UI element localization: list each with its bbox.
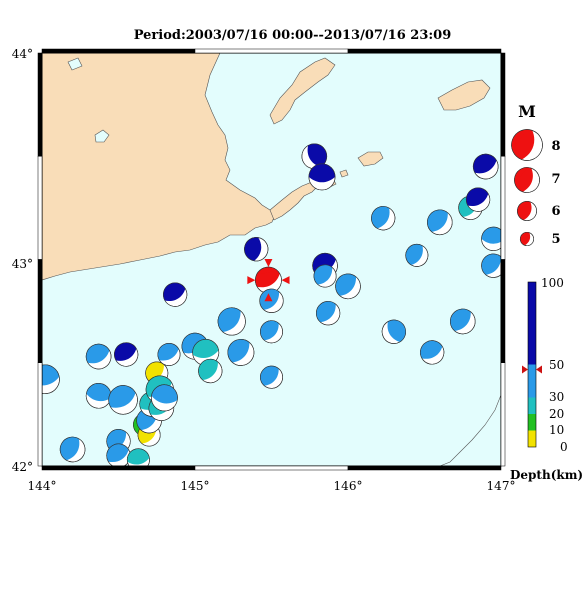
x-tick-145: 145° [181,479,210,493]
target-event-beachball [255,266,282,294]
magnitude-label-5: 5 [551,232,560,247]
lake-1 [94,129,110,143]
depth-tick-100: 100 [541,276,564,290]
depth-band [528,364,536,398]
map-title: Period:2003/07/16 00:00--2013/07/16 23:0… [133,28,452,43]
depth-legend: 100 50 30 20 10 0 Depth(km) [510,276,583,482]
event-beachball [42,364,60,394]
magnitude-label-8: 8 [551,139,560,154]
target-marker-icon [264,259,273,268]
event-beachball [260,365,283,389]
event-beachball [420,340,445,365]
depth-bar-frame [527,281,537,448]
y-tick-43: 43° [12,257,33,271]
event-beachball [106,443,131,466]
event-beachball [316,301,341,326]
depth-legend-title: Depth(km) [510,468,583,482]
depth-band [528,282,536,365]
magnitude-label-7: 7 [551,172,560,187]
event-beachball [192,339,220,366]
depth-tick-0: 0 [560,440,568,454]
depth-tick-50: 50 [549,358,564,372]
event-beachball [308,163,336,191]
event-beachball [450,308,476,335]
depth-marker-left-icon [522,365,528,374]
magnitude-legend-beachball [517,201,537,221]
event-beachball [371,206,396,231]
event-marker-layer [247,259,290,302]
event-beachball [260,320,283,344]
depth-tick-30: 30 [549,390,564,404]
lake-2 [67,57,83,71]
trench-line [439,394,501,466]
magnitude-legend-beachball [511,129,543,161]
magnitude-legend-beachball [514,167,540,193]
event-beachball [481,226,501,251]
event-beachball [59,436,86,463]
magnitude-legend-beachball [519,231,535,247]
event-beachball [465,187,491,212]
hokkaido-land [42,53,276,281]
magnitude-label-6: 6 [551,204,560,219]
x-tick-147: 147° [487,479,516,493]
nemuro-peninsula [269,181,319,221]
x-tick-144: 144° [28,479,57,493]
event-beachball [157,343,181,366]
shikotan-island [357,151,384,167]
event-beachball [244,237,269,262]
target-marker-icon [281,276,290,285]
event-beachball [114,342,139,367]
magnitude-legend: M 8 7 6 5 [511,102,561,247]
event-beachball [163,282,188,307]
depth-band [528,414,536,431]
event-beachball [472,153,499,180]
event-beachball [313,264,337,288]
event-beachball [335,273,361,300]
depth-marker-right-icon [536,365,542,374]
etorofu-island [437,79,491,111]
event-beachball [150,384,178,412]
event-beachball [301,143,328,169]
target-marker-icon [264,293,273,302]
magnitude-legend-title: M [518,102,536,121]
event-beachball [198,358,223,384]
depth-band [528,397,536,414]
event-beachball [427,209,453,236]
depth-tick-20: 20 [549,407,564,421]
depth-tick-10: 10 [549,423,564,437]
event-beachball [85,383,112,409]
y-tick-44: 44° [12,47,33,61]
event-beachball [381,319,406,344]
event-beachball [126,448,150,466]
event-beachball [108,385,138,415]
target-marker-icon [247,276,256,285]
event-beachball [405,243,429,267]
kunashiri-island [269,57,336,125]
event-beachball [227,339,255,366]
depth-band [528,430,536,447]
event-beachball [85,343,112,370]
y-tick-42: 42° [12,460,33,474]
events-layer [42,143,501,466]
frame-ticks [37,48,506,471]
event-beachball [481,253,501,278]
small-island-2 [339,169,349,178]
x-tick-146: 146° [334,479,363,493]
event-beachball [217,307,246,336]
